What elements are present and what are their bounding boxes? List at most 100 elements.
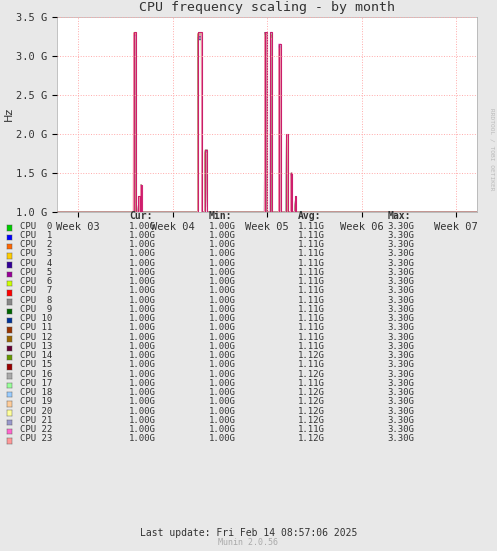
Text: 1.12G: 1.12G [298,397,325,407]
Text: 1.00G: 1.00G [129,314,156,323]
Text: 1.00G: 1.00G [209,379,236,388]
Title: CPU frequency scaling - by month: CPU frequency scaling - by month [139,1,395,14]
Text: 3.30G: 3.30G [388,222,414,230]
Text: CPU 19: CPU 19 [20,397,52,407]
Text: CPU 21: CPU 21 [20,416,52,425]
Text: CPU  3: CPU 3 [20,249,52,258]
Text: Avg:: Avg: [298,211,322,222]
Text: CPU 13: CPU 13 [20,342,52,351]
Text: 1.00G: 1.00G [209,305,236,314]
Text: 1.11G: 1.11G [298,425,325,434]
Text: 3.30G: 3.30G [388,342,414,351]
Text: 1.00G: 1.00G [209,277,236,286]
Text: RRDTOOL / TOBI OETIKER: RRDTOOL / TOBI OETIKER [490,107,495,190]
Text: CPU  4: CPU 4 [20,258,52,268]
Text: 1.00G: 1.00G [209,249,236,258]
Text: Min:: Min: [209,211,232,222]
Text: CPU 15: CPU 15 [20,360,52,369]
Text: 1.00G: 1.00G [209,314,236,323]
Text: 3.30G: 3.30G [388,249,414,258]
Text: 1.00G: 1.00G [129,295,156,305]
Text: 1.11G: 1.11G [298,379,325,388]
Text: CPU 12: CPU 12 [20,333,52,342]
Text: Last update: Fri Feb 14 08:57:06 2025: Last update: Fri Feb 14 08:57:06 2025 [140,527,357,538]
Text: 1.00G: 1.00G [129,397,156,407]
Text: CPU  5: CPU 5 [20,268,52,277]
Text: CPU 16: CPU 16 [20,370,52,379]
Text: 1.11G: 1.11G [298,240,325,249]
Text: 1.11G: 1.11G [298,222,325,230]
Text: 1.00G: 1.00G [209,342,236,351]
Text: Max:: Max: [388,211,411,222]
Text: 3.30G: 3.30G [388,295,414,305]
Text: 1.11G: 1.11G [298,342,325,351]
Text: 3.30G: 3.30G [388,268,414,277]
Text: 1.00G: 1.00G [129,222,156,230]
Text: CPU  2: CPU 2 [20,240,52,249]
Text: 1.00G: 1.00G [209,416,236,425]
Text: CPU 10: CPU 10 [20,314,52,323]
Text: 1.00G: 1.00G [129,333,156,342]
Text: 3.30G: 3.30G [388,231,414,240]
Text: 1.00G: 1.00G [209,222,236,230]
Text: CPU 17: CPU 17 [20,379,52,388]
Text: CPU 14: CPU 14 [20,351,52,360]
Text: 1.11G: 1.11G [298,249,325,258]
Text: 3.30G: 3.30G [388,388,414,397]
Text: 3.30G: 3.30G [388,333,414,342]
Text: 1.11G: 1.11G [298,333,325,342]
Text: 1.11G: 1.11G [298,314,325,323]
Text: 1.00G: 1.00G [129,379,156,388]
Text: 1.00G: 1.00G [209,231,236,240]
Text: 3.30G: 3.30G [388,407,414,415]
Text: 3.30G: 3.30G [388,351,414,360]
Text: 3.30G: 3.30G [388,379,414,388]
Text: 1.00G: 1.00G [129,425,156,434]
Text: 1.00G: 1.00G [129,407,156,415]
Text: 1.00G: 1.00G [129,268,156,277]
Text: 1.00G: 1.00G [209,287,236,295]
Text: CPU 22: CPU 22 [20,425,52,434]
Text: 3.30G: 3.30G [388,287,414,295]
Text: 1.00G: 1.00G [129,388,156,397]
Text: 1.00G: 1.00G [129,434,156,444]
Text: 3.30G: 3.30G [388,416,414,425]
Text: CPU 23: CPU 23 [20,434,52,444]
Text: 1.12G: 1.12G [298,434,325,444]
Text: 3.30G: 3.30G [388,434,414,444]
Text: 1.11G: 1.11G [298,277,325,286]
Text: 1.11G: 1.11G [298,258,325,268]
Text: 3.30G: 3.30G [388,397,414,407]
Text: 3.30G: 3.30G [388,360,414,369]
Text: 1.12G: 1.12G [298,388,325,397]
Text: 3.30G: 3.30G [388,323,414,332]
Text: 1.00G: 1.00G [209,407,236,415]
Text: 1.11G: 1.11G [298,305,325,314]
Text: 1.11G: 1.11G [298,323,325,332]
Text: 1.00G: 1.00G [209,370,236,379]
Text: 1.11G: 1.11G [298,268,325,277]
Text: 1.00G: 1.00G [129,231,156,240]
Text: 1.00G: 1.00G [209,240,236,249]
Text: 1.12G: 1.12G [298,370,325,379]
Text: CPU  7: CPU 7 [20,287,52,295]
Text: 3.30G: 3.30G [388,258,414,268]
Text: 1.00G: 1.00G [129,370,156,379]
Text: 1.12G: 1.12G [298,407,325,415]
Text: 1.12G: 1.12G [298,351,325,360]
Text: 1.00G: 1.00G [209,295,236,305]
Text: 1.00G: 1.00G [209,268,236,277]
Text: 3.30G: 3.30G [388,305,414,314]
Text: 1.00G: 1.00G [209,360,236,369]
Text: 1.00G: 1.00G [129,360,156,369]
Text: 1.11G: 1.11G [298,295,325,305]
Text: 1.00G: 1.00G [209,425,236,434]
Text: 1.11G: 1.11G [298,287,325,295]
Text: 1.00G: 1.00G [129,287,156,295]
Text: 1.00G: 1.00G [129,351,156,360]
Text: Munin 2.0.56: Munin 2.0.56 [219,538,278,548]
Y-axis label: Hz: Hz [3,107,13,121]
Text: 3.30G: 3.30G [388,425,414,434]
Text: 1.00G: 1.00G [129,258,156,268]
Text: 3.30G: 3.30G [388,240,414,249]
